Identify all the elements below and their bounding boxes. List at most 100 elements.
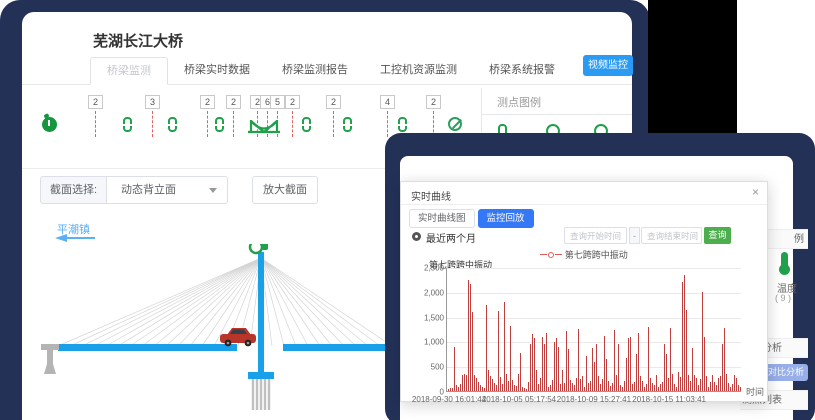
chart-bar [520, 353, 522, 391]
chart-bar [582, 375, 584, 391]
chart-bar [614, 329, 616, 391]
chart-bar [476, 378, 478, 391]
link-sensor-icon[interactable] [168, 117, 177, 132]
chart-bar [730, 386, 732, 391]
chart-bar [710, 382, 712, 391]
sensor-count-badge[interactable]: 2 [88, 95, 103, 109]
chart-bar [678, 372, 680, 391]
chart-bar [570, 379, 572, 391]
chart-bar [598, 375, 600, 391]
chart-bar [676, 386, 678, 391]
gridline [447, 342, 741, 344]
close-icon[interactable]: × [751, 185, 759, 199]
modal-tab-0[interactable]: 实时曲线图 [409, 209, 475, 228]
query-button[interactable]: 查询 [704, 227, 731, 244]
chart-bar [528, 382, 530, 391]
chart-bar [600, 383, 602, 391]
chart-bar [516, 386, 518, 391]
sensor-lead-line [387, 111, 388, 137]
chart-bar [490, 375, 492, 391]
video-monitor-button[interactable]: 视频监控 [583, 55, 633, 76]
main-tab-0[interactable]: 桥梁监测 [90, 57, 168, 85]
link-sensor-icon[interactable] [215, 117, 224, 132]
chart-bar [720, 375, 722, 391]
y-axis-tick: 1,000 [423, 337, 444, 347]
query-end-time-input[interactable] [641, 227, 702, 244]
chart-bar [704, 337, 706, 391]
chart-bar [588, 383, 590, 391]
chart-bar [626, 357, 628, 391]
x-axis-tick: 2018-10-15 11:03:41 [632, 395, 706, 404]
chart-bar [602, 379, 604, 391]
chart-bar [532, 334, 534, 391]
chart-bar [578, 328, 580, 391]
link-sensor-icon[interactable] [398, 117, 407, 132]
chart-bar [560, 384, 562, 391]
chart-bar [502, 384, 504, 391]
main-tab-4[interactable]: 桥梁系统报警 [489, 64, 555, 76]
chart-bar [696, 378, 698, 391]
chart-bar [648, 327, 650, 391]
query-start-time-input[interactable] [564, 227, 627, 244]
sensor-count-badge[interactable]: 3 [145, 95, 160, 109]
thermometer-icon[interactable] [779, 252, 790, 275]
chart-bar [672, 374, 674, 391]
chart-bar [574, 385, 576, 391]
chart-bar [494, 383, 496, 391]
modal-tab-bar: 实时曲线图 监控回放 [409, 209, 534, 228]
sensor-count-badge[interactable]: 2 [426, 95, 441, 109]
sensor-count-badge[interactable]: 2 [326, 95, 341, 109]
pylon-sensor-icon [248, 244, 268, 255]
link-sensor-icon[interactable] [343, 117, 352, 132]
sensor-count-badge[interactable]: 2 [200, 95, 215, 109]
tabbar-divider [22, 84, 632, 85]
chart-bar [506, 374, 508, 391]
sensor-count-badge[interactable]: 5 [270, 95, 285, 109]
link-sensor-icon[interactable] [302, 117, 311, 132]
main-tab-1[interactable]: 桥梁实时数据 [184, 64, 250, 76]
sensor-count-badge[interactable]: 2 [226, 95, 241, 109]
timer-sensor-icon[interactable] [42, 117, 57, 132]
chart-bar [642, 380, 644, 391]
chart-bar [580, 379, 582, 391]
legend-marker-icon [555, 254, 563, 255]
sensor-count-badge[interactable]: 2 [285, 95, 300, 109]
disabled-sensor-icon[interactable] [448, 117, 462, 131]
section-select-dropdown[interactable]: 动态背立面 [106, 176, 228, 204]
chart-bar [468, 280, 470, 391]
chart-bar [564, 383, 566, 391]
legend-panel-title: 测点图例 [497, 97, 541, 109]
sensor-lead-line [267, 111, 268, 137]
main-tab-3[interactable]: 工控机资源监测 [380, 64, 457, 76]
chart-bar [726, 374, 728, 391]
compare-analysis-button[interactable]: 对比分析 [764, 364, 808, 381]
bridge-sensor-icon[interactable] [246, 108, 282, 143]
chart-bar [644, 386, 646, 391]
sensor-lead-line [95, 111, 96, 137]
chart-bar [688, 375, 690, 391]
chart-bar [734, 374, 736, 391]
sensor-count-badge[interactable]: 4 [380, 95, 395, 109]
chart-legend[interactable]: 第七跨跨中振动 [401, 248, 767, 261]
legend-marker-icon [548, 252, 555, 258]
radio-last-two-months[interactable] [412, 232, 421, 241]
enlarge-section-button[interactable]: 放大截面 [252, 176, 318, 204]
chart-bar [668, 378, 670, 391]
chart-bar [576, 378, 578, 391]
link-sensor-icon[interactable] [123, 117, 132, 132]
chart-bar [706, 375, 708, 391]
chart-bar [572, 383, 574, 391]
chart-bar [664, 344, 666, 391]
modal-tab-1[interactable]: 监控回放 [477, 209, 534, 228]
chart-bar [540, 378, 542, 391]
chart-bar [500, 376, 502, 391]
chart-bar [728, 383, 730, 391]
chart-bar [592, 348, 594, 391]
chart-bar [604, 335, 606, 391]
gridline [447, 292, 741, 294]
direction-label: 平潮镇 [57, 224, 90, 236]
chart-bar [618, 344, 620, 391]
chart-bar [514, 385, 516, 391]
main-tab-2[interactable]: 桥梁监测报告 [282, 64, 348, 76]
